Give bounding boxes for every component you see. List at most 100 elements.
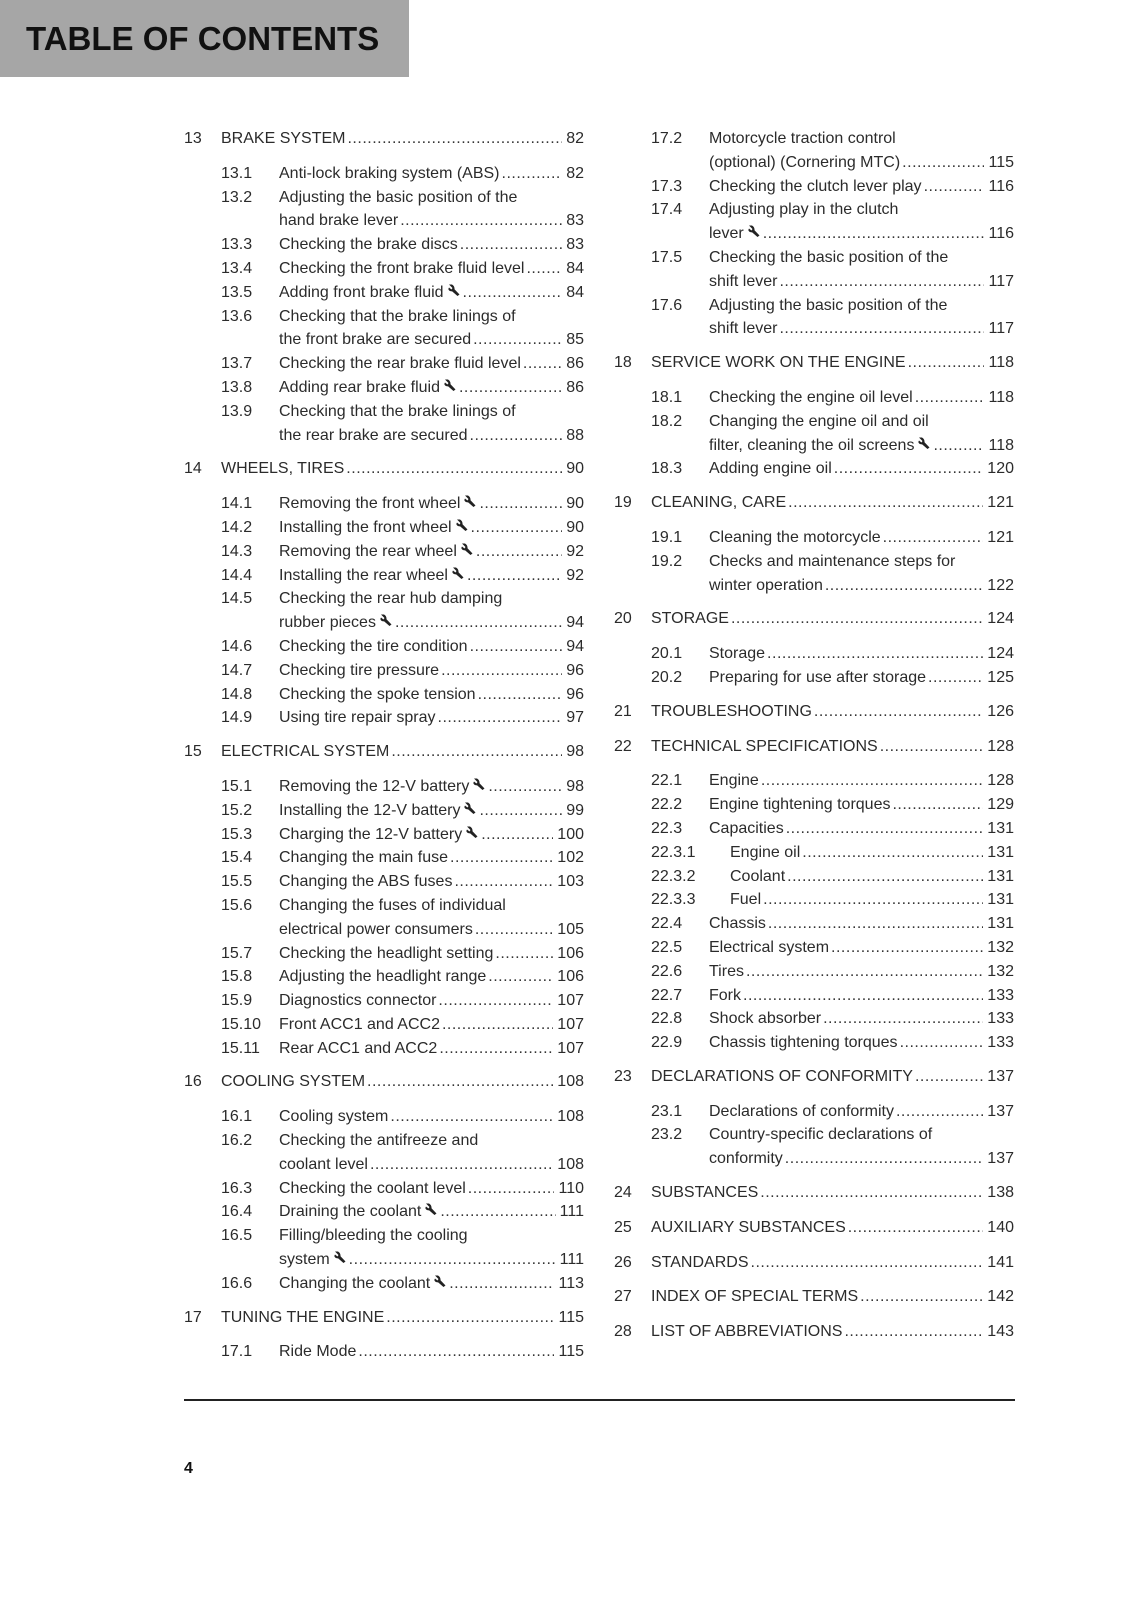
dot-leader — [468, 1177, 555, 1201]
toc-entry-14-4[interactable]: 14.4 Installing the rear wheel 92 — [184, 564, 584, 588]
toc-entry-14-5[interactable]: 14.5 Checking the rear hub damping rubber … — [184, 587, 584, 635]
toc-entry-26[interactable]: 26 STANDARDS 141 — [614, 1251, 1014, 1275]
toc-entry-13-4[interactable]: 13.4 Checking the front brake fluid level… — [184, 257, 584, 281]
toc-entry-14-2[interactable]: 14.2 Installing the front wheel 90 — [184, 516, 584, 540]
entry-page: 90 — [566, 495, 584, 513]
toc-entry-13-7[interactable]: 13.7 Checking the rear brake fluid level 8… — [184, 352, 584, 376]
toc-entry-13-8[interactable]: 13.8 Adding rear brake fluid 86 — [184, 376, 584, 400]
toc-entry-19-1[interactable]: 19.1 Cleaning the motorcycle 121 — [614, 526, 1014, 550]
entry-page: 83 — [566, 212, 584, 230]
toc-entry-17[interactable]: 17 TUNING THE ENGINE 115 — [184, 1306, 584, 1330]
entry-number: 15.1 — [221, 777, 253, 795]
toc-entry-16-4[interactable]: 16.4 Draining the coolant 111 — [184, 1200, 584, 1224]
toc-entry-17-6[interactable]: 17.6 Adjusting the basic position of the s… — [614, 294, 1014, 342]
toc-entry-22-3-1[interactable]: 22.3.1 Engine oil 131 — [614, 841, 1014, 865]
toc-entry-15-9[interactable]: 15.9 Diagnostics connector 107 — [184, 989, 584, 1013]
toc-entry-14[interactable]: 14 WHEELS, TIRES 90 — [184, 457, 584, 481]
toc-entry-22-3[interactable]: 22.3 Capacities 131 — [614, 817, 1014, 841]
toc-entry-22-7[interactable]: 22.7 Fork 133 — [614, 984, 1014, 1008]
toc-entry-22-8[interactable]: 22.8 Shock absorber 133 — [614, 1007, 1014, 1031]
toc-entry-13-5[interactable]: 13.5 Adding front brake fluid 84 — [184, 281, 584, 305]
toc-entry-15-7[interactable]: 15.7 Checking the headlight setting 106 — [184, 942, 584, 966]
toc-entry-16-5[interactable]: 16.5 Filling/bleeding the cooling system 11… — [184, 1224, 584, 1272]
entry-title: Adjusting the basic position of the — [279, 188, 518, 206]
toc-entry-19[interactable]: 19 CLEANING, CARE 121 — [614, 491, 1014, 515]
toc-entry-13-9[interactable]: 13.9 Checking that the brake linings of th… — [184, 400, 584, 448]
toc-entry-22-3-2[interactable]: 22.3.2 Coolant 131 — [614, 865, 1014, 889]
toc-entry-23-1[interactable]: 23.1 Declarations of conformity 137 — [614, 1100, 1014, 1124]
toc-entry-15-1[interactable]: 15.1 Removing the 12-V battery 98 — [184, 775, 584, 799]
toc-entry-15-10[interactable]: 15.10 Front ACC1 and ACC2 107 — [184, 1013, 584, 1037]
dot-leader — [441, 659, 562, 683]
toc-entry-23[interactable]: 23 DECLARATIONS OF CONFORMITY 137 — [614, 1065, 1014, 1089]
toc-entry-22-3-3[interactable]: 22.3.3 Fuel 131 — [614, 888, 1014, 912]
entry-page: 131 — [987, 819, 1014, 837]
entry-title: CLEANING, CARE — [651, 494, 787, 512]
toc-entry-17-3[interactable]: 17.3 Checking the clutch lever play 116 — [614, 175, 1014, 199]
toc-entry-17-4[interactable]: 17.4 Adjusting play in the clutch lever 116 — [614, 198, 1014, 246]
entry-number: 16.6 — [221, 1274, 253, 1292]
dot-leader — [488, 965, 553, 989]
toc-entry-22-2[interactable]: 22.2 Engine tightening torques 129 — [614, 793, 1014, 817]
toc-entry-22-4[interactable]: 22.4 Chassis 131 — [614, 912, 1014, 936]
toc-entry-18-1[interactable]: 18.1 Checking the engine oil level 118 — [614, 386, 1014, 410]
toc-entry-13-2[interactable]: 13.2 Adjusting the basic position of the h… — [184, 186, 584, 234]
toc-entry-15[interactable]: 15 ELECTRICAL SYSTEM 98 — [184, 740, 584, 764]
toc-entry-22-1[interactable]: 22.1 Engine 128 — [614, 769, 1014, 793]
entry-number: 18.1 — [651, 388, 683, 406]
toc-entry-13-3[interactable]: 13.3 Checking the brake discs 83 — [184, 233, 584, 257]
toc-entry-20[interactable]: 20 STORAGE 124 — [614, 607, 1014, 631]
toc-entry-22-9[interactable]: 22.9 Chassis tightening torques 133 — [614, 1031, 1014, 1055]
entry-page: 128 — [987, 737, 1014, 755]
toc-entry-16-2[interactable]: 16.2 Checking the antifreeze and coolant l… — [184, 1129, 584, 1177]
toc-entry-20-2[interactable]: 20.2 Preparing for use after storage 125 — [614, 666, 1014, 690]
entry-number: 16.2 — [221, 1132, 253, 1150]
toc-entry-28[interactable]: 28 LIST OF ABBREVIATIONS 143 — [614, 1320, 1014, 1344]
toc-entry-17-2[interactable]: 17.2 Motorcycle traction control (optional… — [614, 127, 1014, 175]
toc-entry-22[interactable]: 22 TECHNICAL SPECIFICATIONS 128 — [614, 735, 1014, 759]
toc-entry-16[interactable]: 16 COOLING SYSTEM 108 — [184, 1070, 584, 1094]
toc-entry-14-1[interactable]: 14.1 Removing the front wheel 90 — [184, 492, 584, 516]
toc-entry-17-1[interactable]: 17.1 Ride Mode 115 — [184, 1340, 584, 1364]
toc-entry-15-5[interactable]: 15.5 Changing the ABS fuses 103 — [184, 870, 584, 894]
entry-number: 22.6 — [651, 962, 683, 980]
toc-entry-18[interactable]: 18 SERVICE WORK ON THE ENGINE 118 — [614, 351, 1014, 375]
toc-entry-23-2[interactable]: 23.2 Country-specific declarations of conf… — [614, 1123, 1014, 1171]
entry-number: 15.2 — [221, 801, 253, 819]
toc-entry-15-11[interactable]: 15.11 Rear ACC1 and ACC2 107 — [184, 1037, 584, 1061]
dot-leader — [823, 1007, 983, 1031]
entry-number: 18 — [614, 354, 632, 372]
entry-page: 84 — [566, 283, 584, 301]
toc-entry-15-6[interactable]: 15.6 Changing the fuses of individual elec… — [184, 894, 584, 942]
toc-entry-13-6[interactable]: 13.6 Checking that the brake linings of th… — [184, 305, 584, 353]
toc-entry-16-1[interactable]: 16.1 Cooling system 108 — [184, 1105, 584, 1129]
toc-entry-19-2[interactable]: 19.2 Checks and maintenance steps for wint… — [614, 550, 1014, 598]
toc-entry-17-5[interactable]: 17.5 Checking the basic position of the sh… — [614, 246, 1014, 294]
toc-entry-21[interactable]: 21 TROUBLESHOOTING 126 — [614, 700, 1014, 724]
toc-entry-14-9[interactable]: 14.9 Using tire repair spray 97 — [184, 706, 584, 730]
toc-entry-27[interactable]: 27 INDEX OF SPECIAL TERMS 142 — [614, 1285, 1014, 1309]
toc-entry-18-2[interactable]: 18.2 Changing the engine oil and oil filte… — [614, 410, 1014, 458]
toc-entry-24[interactable]: 24 SUBSTANCES 138 — [614, 1181, 1014, 1205]
toc-entry-15-4[interactable]: 15.4 Changing the main fuse 102 — [184, 846, 584, 870]
toc-entry-20-1[interactable]: 20.1 Storage 124 — [614, 642, 1014, 666]
toc-entry-14-8[interactable]: 14.8 Checking the spoke tension 96 — [184, 683, 584, 707]
toc-entry-16-3[interactable]: 16.3 Checking the coolant level 110 — [184, 1177, 584, 1201]
entry-title: Diagnostics connector — [279, 992, 437, 1010]
entry-page: 137 — [987, 1150, 1014, 1168]
toc-entry-16-6[interactable]: 16.6 Changing the coolant 113 — [184, 1272, 584, 1296]
toc-entry-15-3[interactable]: 15.3 Charging the 12-V battery 100 — [184, 823, 584, 847]
toc-entry-15-8[interactable]: 15.8 Adjusting the headlight range 106 — [184, 965, 584, 989]
toc-entry-14-7[interactable]: 14.7 Checking tire pressure 96 — [184, 659, 584, 683]
toc-entry-14-6[interactable]: 14.6 Checking the tire condition 94 — [184, 635, 584, 659]
toc-entry-22-6[interactable]: 22.6 Tires 132 — [614, 960, 1014, 984]
toc-entry-13-1[interactable]: 13.1 Anti-lock braking system (ABS) 82 — [184, 162, 584, 186]
toc-entry-18-3[interactable]: 18.3 Adding engine oil 120 — [614, 457, 1014, 481]
toc-entry-15-2[interactable]: 15.2 Installing the 12-V battery 99 — [184, 799, 584, 823]
toc-entry-14-3[interactable]: 14.3 Removing the rear wheel 92 — [184, 540, 584, 564]
entry-page: 133 — [987, 1034, 1014, 1052]
toc-entry-22-5[interactable]: 22.5 Electrical system 132 — [614, 936, 1014, 960]
dot-leader — [391, 740, 562, 764]
toc-entry-13[interactable]: 13 BRAKE SYSTEM 82 — [184, 127, 584, 151]
toc-entry-25[interactable]: 25 AUXILIARY SUBSTANCES 140 — [614, 1216, 1014, 1240]
